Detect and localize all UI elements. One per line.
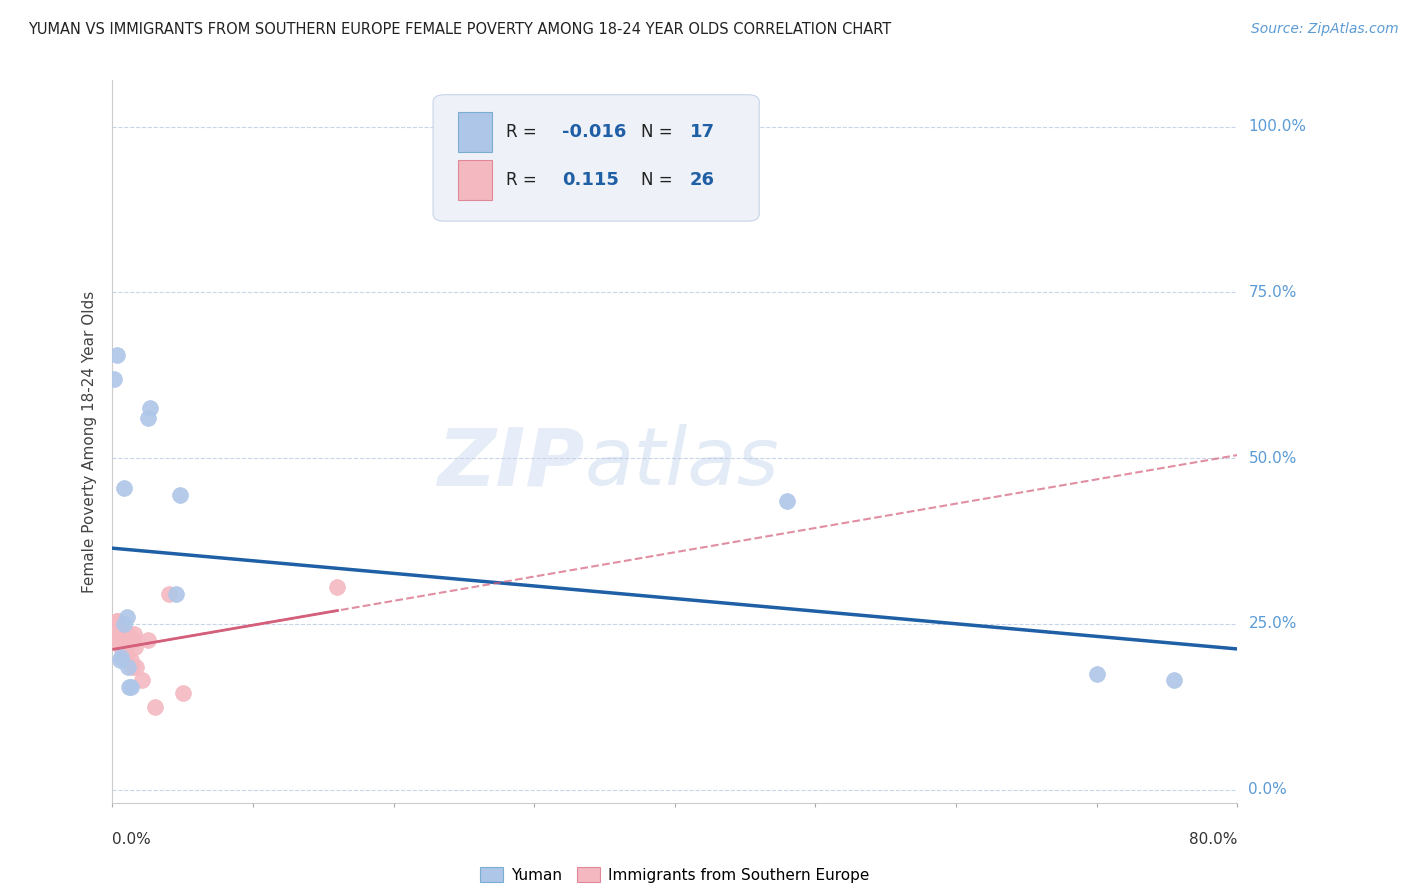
FancyBboxPatch shape xyxy=(458,161,492,200)
FancyBboxPatch shape xyxy=(458,112,492,153)
Point xyxy=(104,627,127,641)
Y-axis label: Female Poverty Among 18-24 Year Olds: Female Poverty Among 18-24 Year Olds xyxy=(82,291,97,592)
Point xyxy=(114,640,136,654)
Legend: Yuman, Immigrants from Southern Europe: Yuman, Immigrants from Southern Europe xyxy=(474,862,876,889)
FancyBboxPatch shape xyxy=(433,95,759,221)
Point xyxy=(112,647,135,661)
Text: 100.0%: 100.0% xyxy=(1249,120,1306,134)
Text: 50.0%: 50.0% xyxy=(1249,450,1296,466)
Point xyxy=(122,627,145,641)
Point xyxy=(120,680,142,694)
Point xyxy=(108,633,131,648)
Point xyxy=(115,647,138,661)
Text: R =: R = xyxy=(506,171,543,189)
Point xyxy=(157,587,180,601)
Point xyxy=(131,673,153,688)
Text: 75.0%: 75.0% xyxy=(1249,285,1296,300)
Text: N =: N = xyxy=(641,123,678,141)
Text: R =: R = xyxy=(506,123,543,141)
Point xyxy=(110,650,132,665)
Point xyxy=(112,616,135,631)
Text: 0.0%: 0.0% xyxy=(1249,782,1286,797)
Text: atlas: atlas xyxy=(585,425,780,502)
Point xyxy=(1085,666,1108,681)
Point xyxy=(172,686,194,700)
Text: YUMAN VS IMMIGRANTS FROM SOUTHERN EUROPE FEMALE POVERTY AMONG 18-24 YEAR OLDS CO: YUMAN VS IMMIGRANTS FROM SOUTHERN EUROPE… xyxy=(28,22,891,37)
Point xyxy=(143,699,166,714)
Point xyxy=(125,660,148,674)
Point xyxy=(1163,673,1185,688)
Point xyxy=(169,487,191,501)
Text: 17: 17 xyxy=(689,123,714,141)
Point xyxy=(108,633,131,648)
Point xyxy=(103,371,125,385)
Point xyxy=(112,481,135,495)
Point xyxy=(122,633,145,648)
Point xyxy=(110,640,132,654)
Point xyxy=(105,614,128,628)
Point xyxy=(118,680,141,694)
Point xyxy=(108,653,131,667)
Text: 0.0%: 0.0% xyxy=(112,831,152,847)
Point xyxy=(115,610,138,624)
Text: 0.115: 0.115 xyxy=(562,171,619,189)
Point xyxy=(111,640,134,654)
Text: -0.016: -0.016 xyxy=(562,123,627,141)
Text: ZIP: ZIP xyxy=(437,425,585,502)
Point xyxy=(118,627,141,641)
Point xyxy=(107,620,129,634)
Text: N =: N = xyxy=(641,171,678,189)
Point xyxy=(776,494,799,508)
Point xyxy=(136,411,159,425)
Point xyxy=(139,401,162,416)
Text: Source: ZipAtlas.com: Source: ZipAtlas.com xyxy=(1251,22,1399,37)
Point xyxy=(117,633,139,648)
Point xyxy=(105,614,128,628)
Text: 26: 26 xyxy=(689,171,714,189)
Text: 25.0%: 25.0% xyxy=(1249,616,1296,632)
Point xyxy=(124,640,146,654)
Point xyxy=(165,587,187,601)
Point xyxy=(105,348,128,362)
Point xyxy=(117,660,139,674)
Point xyxy=(136,633,159,648)
Point xyxy=(120,653,142,667)
Point xyxy=(121,660,143,674)
Text: 80.0%: 80.0% xyxy=(1189,831,1237,847)
Point xyxy=(326,580,349,594)
Point xyxy=(103,633,125,648)
